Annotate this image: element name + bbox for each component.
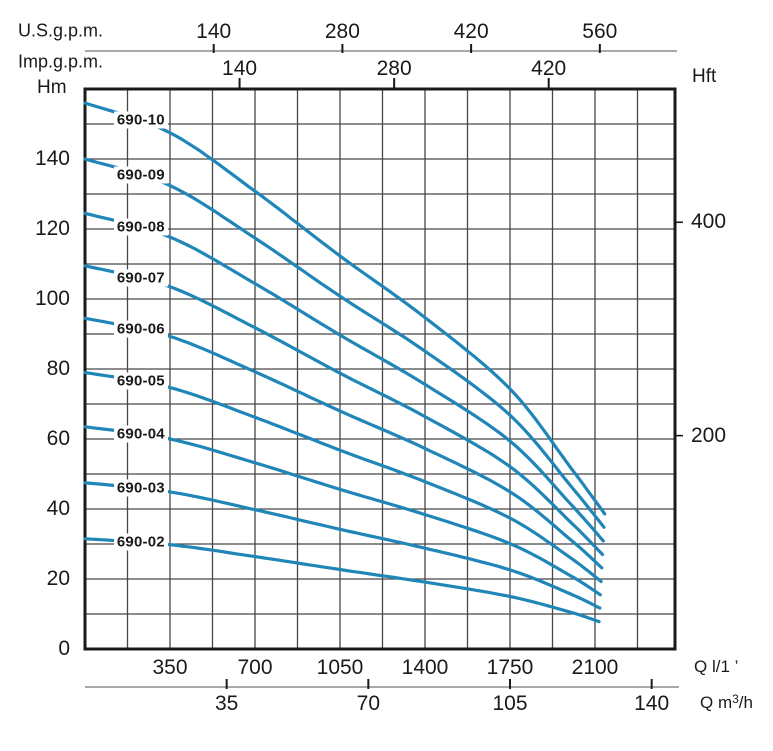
curve-690-09 — [83, 157, 606, 529]
tick-label-hm-120: 120 — [34, 217, 70, 240]
curve-690-08 — [83, 211, 605, 543]
tick-label-m3h-70: 70 — [356, 692, 381, 715]
tick-label-m3h-140: 140 — [634, 692, 670, 715]
axis-label-q-m3h: Q m3/h — [700, 692, 753, 713]
tick-label-lmin-350: 350 — [152, 656, 188, 679]
curve-label-690-03: 690-03 — [113, 479, 168, 497]
curve-690-07 — [83, 264, 605, 557]
curve-690-05 — [83, 370, 603, 584]
tick-label-lmin-1750: 1750 — [486, 656, 534, 679]
tick-label-hm-140: 140 — [34, 147, 70, 170]
q-m3h-prefix: Q m — [700, 693, 733, 712]
q-m3h-superscript: 3 — [732, 692, 739, 706]
curve-690-03 — [83, 481, 602, 610]
axis-label-impgpm: Imp.g.p.m. — [18, 51, 104, 72]
curve-label-690-06: 690-06 — [113, 320, 168, 338]
q-m3h-suffix: /h — [738, 693, 753, 712]
tick-label-hm-80: 80 — [46, 357, 70, 380]
curve-label-690-02: 690-02 — [113, 533, 168, 551]
curve-label-690-04: 690-04 — [113, 425, 168, 443]
tick-label-usgpm-420: 420 — [453, 20, 489, 43]
tick-label-lmin-1400: 1400 — [401, 656, 449, 679]
tick-label-lmin-2100: 2100 — [571, 656, 619, 679]
tick-label-hm-60: 60 — [46, 427, 70, 450]
curve-690-02 — [83, 537, 601, 624]
tick-label-impgpm-420: 420 — [531, 57, 567, 80]
tick-label-hm-100: 100 — [34, 287, 70, 310]
tick-label-usgpm-280: 280 — [324, 20, 360, 43]
axis-label-hft: Hft — [692, 66, 717, 87]
tick-label-impgpm-280: 280 — [376, 57, 412, 80]
tick-label-impgpm-140: 140 — [222, 57, 258, 80]
curve-label-690-10: 690-10 — [113, 111, 168, 129]
tick-label-hm-0: 0 — [58, 637, 70, 660]
axis-label-hm: Hm — [37, 77, 67, 98]
tick-label-usgpm-560: 560 — [582, 20, 618, 43]
tick-label-m3h-105: 105 — [492, 692, 528, 715]
axis-label-q-lmin: Q l/1 ’ — [694, 657, 739, 676]
curve-label-690-08: 690-08 — [113, 218, 168, 236]
curve-label-690-07: 690-07 — [113, 269, 168, 287]
curve-label-690-05: 690-05 — [113, 372, 168, 390]
tick-label-hm-40: 40 — [46, 497, 70, 520]
tick-label-usgpm-140: 140 — [196, 20, 232, 43]
tick-label-lmin-700: 700 — [237, 656, 273, 679]
curve-label-690-09: 690-09 — [113, 166, 168, 184]
curve-690-04 — [83, 425, 602, 597]
tick-label-m3h-35: 35 — [214, 692, 239, 715]
plot-border — [83, 87, 677, 651]
axis-label-usgpm: U.S.g.p.m. — [18, 20, 104, 41]
tick-label-lmin-1050: 1050 — [316, 656, 364, 679]
tick-label-hft-200: 200 — [691, 423, 727, 447]
tick-label-hft-400: 400 — [691, 210, 727, 234]
curve-690-10 — [83, 101, 607, 516]
tick-label-hm-20: 20 — [46, 567, 70, 590]
curve-690-06 — [83, 316, 604, 570]
